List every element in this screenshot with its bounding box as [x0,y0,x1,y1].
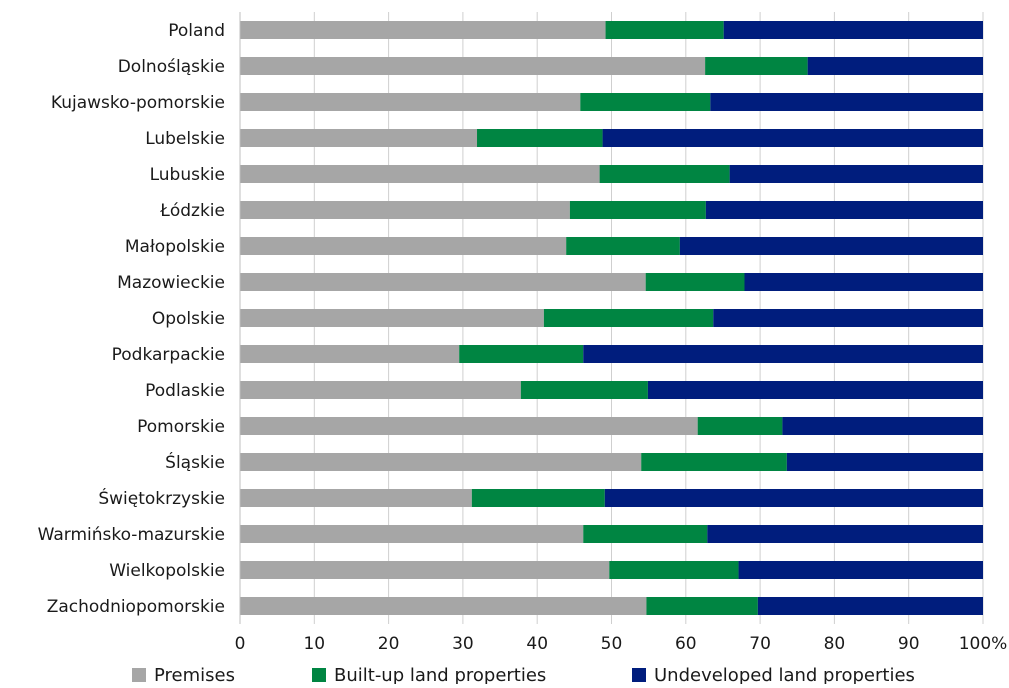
legend-swatch [132,668,146,682]
bar-segment-built-up [566,237,680,255]
bar-segment-undeveloped [710,93,983,111]
category-label: Opolskie [152,309,225,329]
bar-segment-undeveloped [738,561,983,579]
legend-label: Premises [154,665,235,684]
legend: Premises Built-up land properties Undevelo… [132,665,915,686]
bar-segment-premises [240,345,460,363]
x-tick-label: 50 [601,634,623,654]
bar-segment-built-up [569,201,706,219]
bar-segment-undeveloped [604,489,983,507]
bar-segment-premises [240,309,544,327]
category-label: Pomorskie [137,417,225,437]
bar-segment-built-up [459,345,584,363]
bar-segment-built-up [471,489,605,507]
bar-segment-built-up [641,453,787,471]
bar-segment-built-up [697,417,783,435]
legend-item: Undeveloped land properties [632,665,915,686]
bar-segment-premises [240,597,647,615]
bar-segment-built-up [543,309,714,327]
x-tick-label: 10 [303,634,325,654]
bar-segment-premises [240,381,521,399]
bar-segment-premises [240,93,581,111]
bar-segment-premises [240,489,472,507]
bar-segment-undeveloped [647,381,983,399]
legend-item: Premises [132,665,235,686]
bar-segment-undeveloped [782,417,983,435]
bar-segment-undeveloped [713,309,983,327]
bar-segment-premises [240,417,698,435]
category-label: Podkarpackie [112,345,225,365]
x-tick-label: 100% [959,634,1008,654]
category-label: Mazowieckie [117,273,225,293]
bar-segment-undeveloped [807,57,983,75]
bar-segment-premises [240,273,646,291]
bar-segment-premises [240,165,600,183]
bar-segment-premises [240,21,606,39]
category-label: Łódzkie [159,201,225,221]
bar-segment-undeveloped [583,345,983,363]
category-label: Podlaskie [145,381,225,401]
category-labels: Poland Dolnośląskie Kujawsko-pomorskie Lube… [38,21,225,617]
bar-segment-undeveloped [757,597,983,615]
bar-segment-built-up [599,165,730,183]
bar-segment-built-up [520,381,648,399]
category-label: Lubuskie [150,165,225,185]
x-tick-label: 20 [378,634,400,654]
category-label: Lubelskie [145,129,225,149]
bar-segment-built-up [645,273,745,291]
bar-segment-undeveloped [679,237,983,255]
bar-segment-built-up [609,561,739,579]
x-tick-label: 60 [675,634,697,654]
x-tick-labels: 0 10 20 30 40 50 60 70 80 90 100% [235,634,1008,654]
bar-segment-built-up [705,57,808,75]
bar-segment-built-up [580,93,711,111]
bar-segment-undeveloped [723,21,983,39]
bar-segment-undeveloped [707,525,983,543]
category-label: Poland [168,21,225,41]
bar-segment-undeveloped [744,273,983,291]
category-label: Dolnośląskie [118,57,225,77]
bar-segment-built-up [605,21,724,39]
bar-segment-premises [240,525,584,543]
bar-segment-premises [240,453,642,471]
bar-segment-premises [240,57,706,75]
category-label: Świętokrzyskie [98,487,225,509]
legend-label: Built-up land properties [334,665,546,684]
legend-label: Undeveloped land properties [654,665,915,684]
bar-segment-undeveloped [602,129,983,147]
bar-segment-premises [240,561,610,579]
bar-segment-undeveloped [705,201,983,219]
category-label: Zachodniopomorskie [47,597,225,617]
bars [240,21,983,615]
category-label: Wielkopolskie [109,561,225,581]
bar-segment-premises [240,237,567,255]
x-tick-label: 80 [824,634,846,654]
category-label: Kujawsko-pomorskie [51,93,225,113]
legend-item: Built-up land properties [312,665,546,686]
x-tick-label: 70 [749,634,771,654]
bar-segment-undeveloped [786,453,983,471]
bar-segment-undeveloped [729,165,983,183]
legend-swatch [312,668,326,682]
bar-segment-built-up [646,597,758,615]
category-label: Małopolskie [125,237,225,257]
bar-segment-built-up [583,525,708,543]
x-tick-label: 40 [526,634,548,654]
category-label: Warmińsko-mazurskie [38,525,225,545]
x-tick-label: 30 [452,634,474,654]
x-tick-label: 0 [235,634,246,654]
category-label: Śląskie [165,451,225,473]
bar-segment-premises [240,129,478,147]
legend-swatch [632,668,646,682]
x-tick-label: 90 [898,634,920,654]
bar-segment-built-up [477,129,603,147]
bar-segment-premises [240,201,570,219]
